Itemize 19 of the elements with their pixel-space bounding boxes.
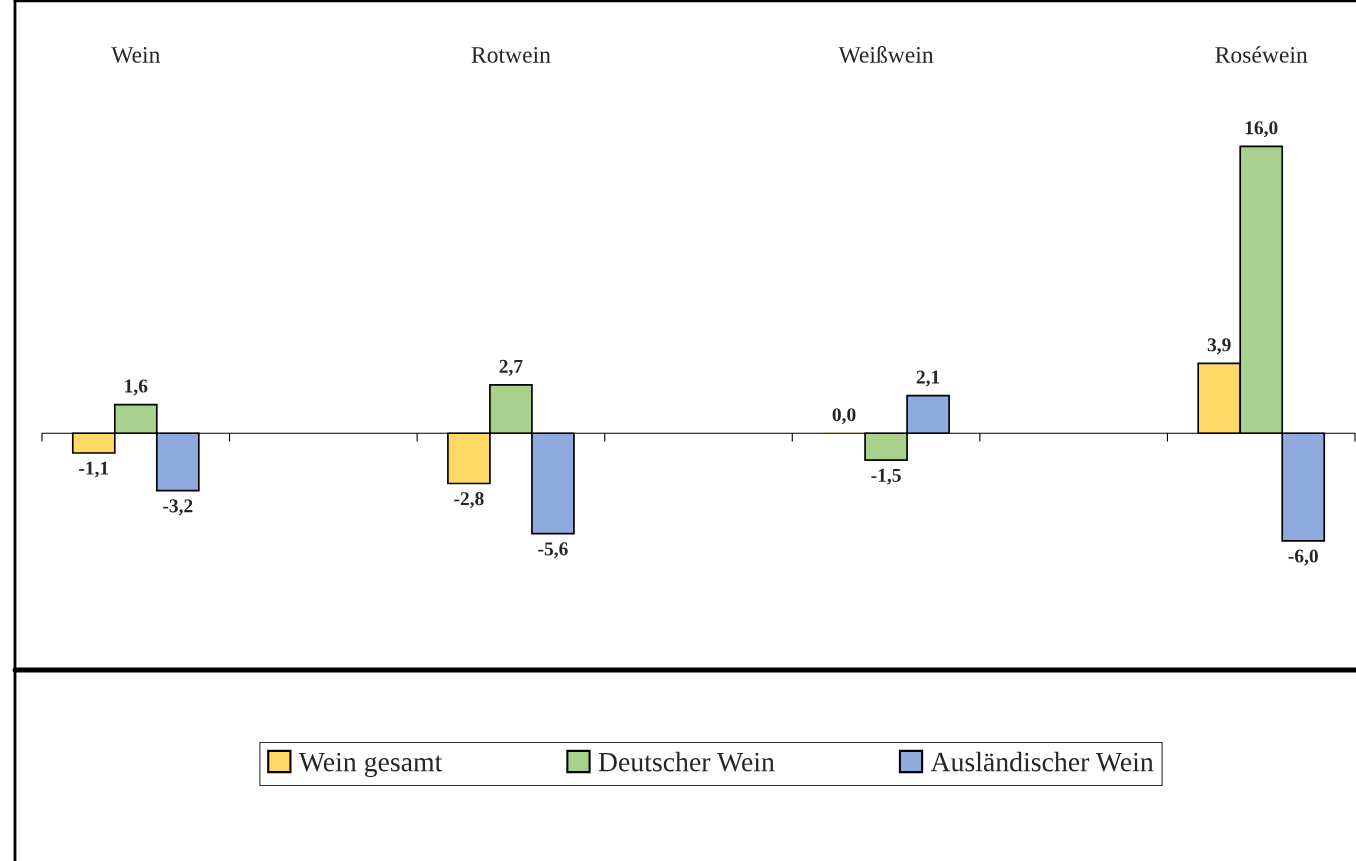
legend-label: Deutscher Wein <box>598 751 775 772</box>
data-label: 2,1 <box>916 370 940 387</box>
data-label: 1,6 <box>125 379 148 396</box>
legend-label: Ausländischer Wein <box>930 751 1154 772</box>
data-label: 2,7 <box>499 359 523 376</box>
data-label: 3,9 <box>1207 338 1231 355</box>
data-label: -1,1 <box>79 461 109 478</box>
legend-label: Wein gesamt <box>298 752 443 778</box>
x-tick-label: Roséwein <box>1215 46 1308 63</box>
x-tick-label: Wein <box>111 46 161 63</box>
x-tick-label: Rotwein <box>471 46 551 63</box>
data-label: 0,0 <box>832 408 856 425</box>
data-label: 16,0 <box>1245 121 1278 138</box>
data-label: -1,5 <box>871 468 901 485</box>
data-label: -3,2 <box>163 499 193 516</box>
x-tick-label: Weißwein <box>838 46 934 63</box>
data-label: -2,8 <box>454 492 484 509</box>
data-label: -5,6 <box>538 542 568 559</box>
data-label: -6,0 <box>1288 549 1318 566</box>
